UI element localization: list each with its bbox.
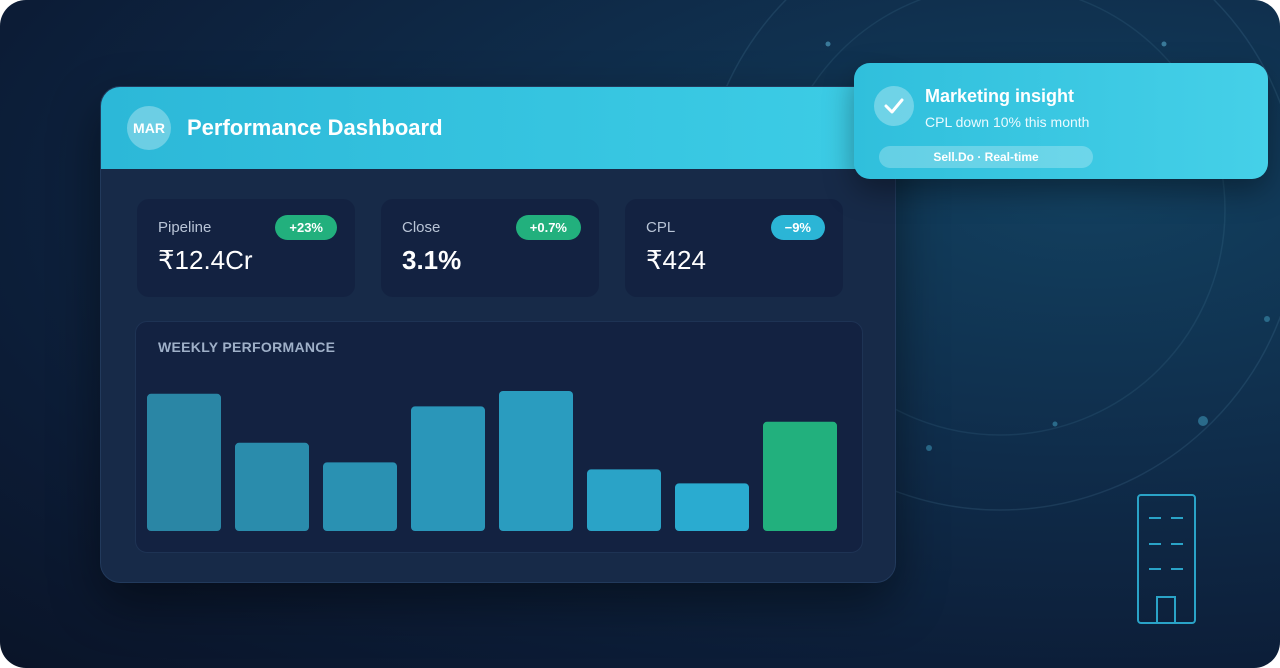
chart-title: WEEKLY PERFORMANCE: [158, 339, 336, 355]
metric-label: Close: [402, 219, 441, 236]
dashboard-title: Performance Dashboard: [187, 115, 443, 140]
bar: [411, 406, 485, 531]
metric-value: 3.1%: [402, 245, 462, 275]
change-badge: +0.7%: [515, 215, 581, 240]
bar: [587, 469, 661, 531]
check-icon: [874, 86, 914, 126]
metric-label: CPL: [646, 219, 676, 236]
metric-card: Close 3.1% +0.7%: [381, 199, 599, 297]
chart: [147, 391, 837, 531]
bar: [235, 442, 309, 531]
notification-title: Marketing insight: [925, 86, 1075, 106]
month-badge: MAR: [127, 106, 171, 150]
bar: [147, 393, 221, 531]
dashboard-card: MAR Performance Dashboard Pipeline ₹12.4C…: [100, 86, 896, 583]
header: MAR Performance Dashboard: [101, 87, 895, 169]
notification-text: CPL down 10% this month: [925, 114, 1090, 130]
bar: [499, 391, 573, 531]
metric-value: ₹424: [646, 245, 706, 275]
change-badge: −9%: [770, 215, 825, 240]
metric-card: CPL ₹424 −9%: [625, 199, 843, 297]
bar: [763, 421, 837, 531]
metric-label: Pipeline: [158, 219, 212, 236]
chart-panel: WEEKLY PERFORMANCE: [135, 321, 863, 553]
bar: [323, 462, 397, 531]
metric-value: ₹12.4Cr: [158, 245, 253, 275]
metric-card: Pipeline ₹12.4Cr +23%: [137, 199, 355, 297]
notification[interactable]: Marketing insight CPL down 10% this mont…: [854, 63, 1268, 179]
change-badge: +23%: [275, 215, 337, 240]
bar: [675, 483, 749, 531]
notification-tag: Sell.Do · Real-time: [879, 146, 1093, 168]
